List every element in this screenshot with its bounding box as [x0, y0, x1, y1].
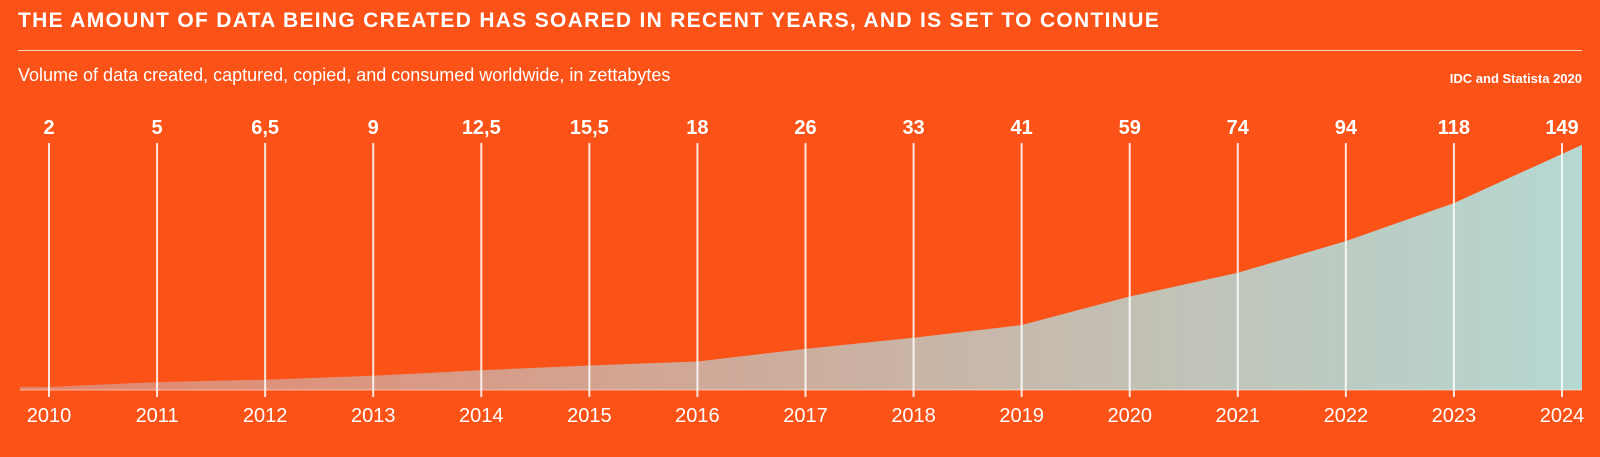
data-label: 41 — [1011, 117, 1033, 139]
data-label: 15,5 — [570, 117, 609, 139]
x-tick-label: 2019 — [999, 405, 1044, 427]
source-credit: IDC and Statista 2020 — [1449, 71, 1582, 86]
x-tick-label: 2021 — [1216, 405, 1261, 427]
x-tick-label: 2018 — [891, 405, 936, 427]
x-tick-label: 2020 — [1107, 405, 1152, 427]
data-label: 9 — [368, 117, 379, 139]
page-title: THE AMOUNT OF DATA BEING CREATED HAS SOA… — [18, 9, 1161, 32]
x-tick-label: 2012 — [243, 405, 288, 427]
data-label: 94 — [1335, 117, 1358, 139]
title-divider — [18, 50, 1582, 51]
x-tick-label: 2013 — [351, 405, 396, 427]
x-tick-label: 2015 — [567, 405, 612, 427]
x-tick-label: 2014 — [459, 405, 504, 427]
data-label: 2 — [43, 117, 54, 139]
data-label: 74 — [1227, 117, 1250, 139]
data-label: 6,5 — [251, 117, 279, 139]
data-label: 5 — [152, 117, 163, 139]
x-tick-label: 2023 — [1432, 405, 1477, 427]
data-label: 12,5 — [462, 117, 501, 139]
x-tick-label: 2010 — [27, 405, 72, 427]
x-tick-label: 2022 — [1324, 405, 1369, 427]
data-label: 26 — [794, 117, 816, 139]
data-label: 33 — [902, 117, 924, 139]
chart-subtitle: Volume of data created, captured, copied… — [18, 65, 671, 85]
data-label: 59 — [1119, 117, 1141, 139]
x-tick-label: 2017 — [783, 405, 828, 427]
data-label: 118 — [1438, 117, 1470, 139]
data-label: 18 — [686, 117, 708, 139]
x-tick-label: 2016 — [675, 405, 720, 427]
x-tick-label: 2024 — [1540, 405, 1585, 427]
data-area — [20, 144, 1582, 390]
data-label: 149 — [1545, 117, 1578, 139]
x-tick-label: 2011 — [136, 405, 179, 427]
